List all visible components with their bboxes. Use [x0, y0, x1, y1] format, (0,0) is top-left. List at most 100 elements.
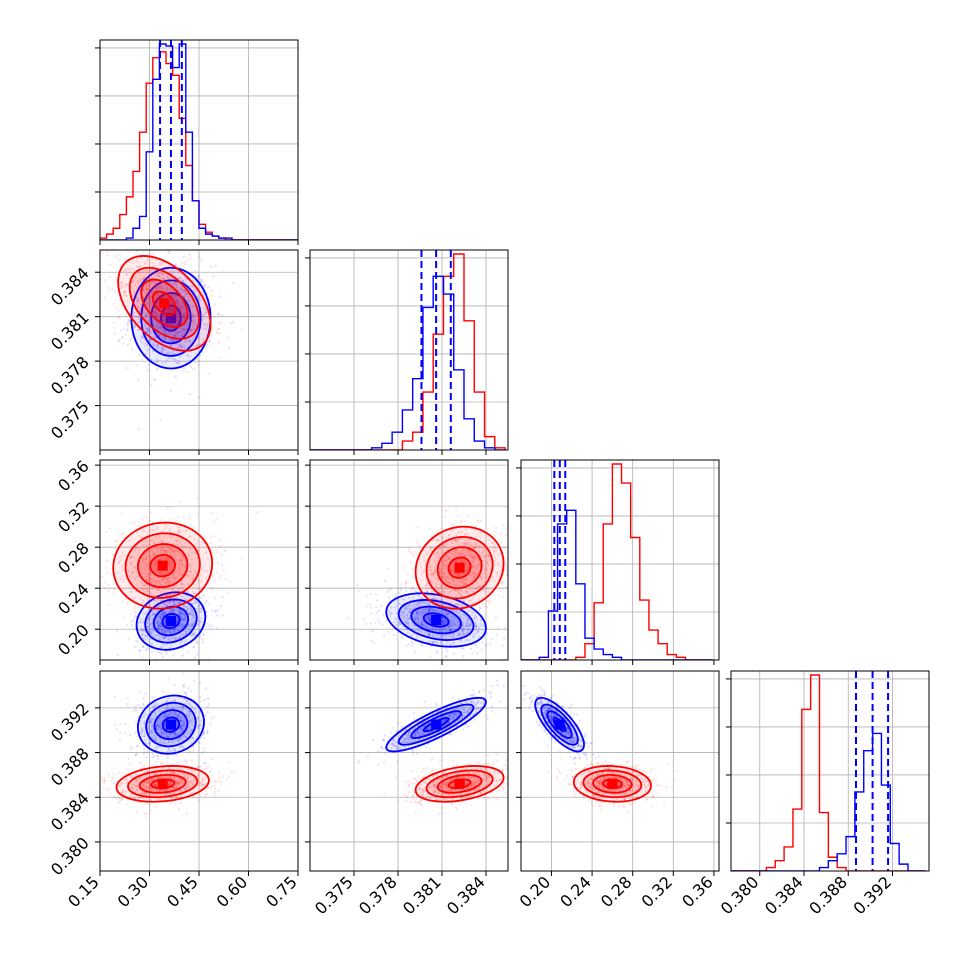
- scatter-point: [159, 284, 162, 287]
- scatter-point: [143, 583, 146, 587]
- scatter-point: [441, 544, 444, 547]
- scatter-point: [166, 578, 169, 581]
- scatter-point: [425, 625, 428, 628]
- scatter-point: [446, 592, 449, 595]
- scatter-point: [499, 565, 502, 568]
- scatter-point: [448, 612, 451, 615]
- scatter-point: [160, 715, 163, 718]
- scatter-point: [179, 345, 182, 348]
- scatter-point: [156, 345, 159, 349]
- scatter-point: [474, 554, 477, 557]
- scatter-point: [431, 609, 434, 612]
- scatter-point: [402, 616, 405, 619]
- scatter-point: [175, 282, 178, 285]
- scatter-point: [160, 584, 163, 587]
- scatter-point: [216, 561, 220, 565]
- scatter-point: [470, 599, 473, 603]
- scatter-point: [147, 572, 150, 576]
- scatter-point: [197, 363, 200, 366]
- scatter-point: [156, 745, 159, 749]
- scatter-point: [174, 738, 177, 742]
- scatter-point: [437, 610, 440, 614]
- scatter-point: [161, 346, 164, 349]
- scatter-point: [465, 624, 468, 628]
- scatter-point: [182, 619, 185, 622]
- scatter-point: [131, 281, 134, 284]
- scatter-point: [130, 545, 133, 548]
- scatter-point: [493, 556, 496, 559]
- scatter-point: [460, 552, 463, 555]
- scatter-point: [121, 550, 124, 554]
- scatter-point: [187, 625, 190, 628]
- scatter-point: [175, 739, 179, 742]
- scatter-point: [176, 706, 179, 709]
- scatter-point: [117, 340, 120, 343]
- scatter-point: [168, 631, 171, 634]
- scatter-point: [179, 616, 182, 619]
- scatter-point: [407, 610, 410, 613]
- scatter-point: [124, 314, 127, 317]
- scatter-point: [103, 296, 106, 299]
- scatter-point: [132, 556, 135, 559]
- scatter-point: [158, 326, 161, 329]
- scatter-point: [472, 596, 475, 599]
- scatter-point: [116, 654, 119, 657]
- scatter-point: [163, 731, 166, 734]
- scatter-point: [166, 287, 169, 291]
- scatter-point: [194, 711, 198, 714]
- scatter-point: [439, 585, 442, 588]
- scatter-point: [425, 583, 428, 586]
- scatter-point: [168, 579, 171, 582]
- scatter-point: [458, 633, 461, 636]
- scatter-point: [113, 290, 116, 293]
- scatter-point: [479, 576, 482, 579]
- scatter-point: [140, 559, 143, 562]
- scatter-point: [143, 722, 146, 725]
- scatter-point: [141, 644, 144, 648]
- scatter-point: [190, 742, 193, 745]
- scatter-point: [188, 339, 191, 342]
- scatter-point: [134, 275, 137, 278]
- scatter-point: [403, 606, 407, 609]
- scatter-point: [169, 302, 172, 305]
- scatter-point: [156, 633, 159, 637]
- scatter-point: [199, 700, 202, 703]
- scatter-point: [134, 754, 137, 757]
- scatter-point: [181, 709, 184, 712]
- scatter-point: [471, 557, 474, 560]
- scatter-point: [225, 578, 228, 581]
- scatter-point: [167, 581, 170, 584]
- scatter-point: [445, 578, 448, 581]
- scatter-point: [180, 303, 183, 306]
- scatter-point: [173, 295, 176, 298]
- scatter-point: [203, 318, 206, 321]
- scatter-point: [445, 580, 448, 583]
- scatter-point: [423, 562, 426, 565]
- scatter-point: [160, 351, 163, 354]
- scatter-point: [386, 590, 389, 594]
- scatter-point: [203, 284, 206, 287]
- scatter-point: [112, 302, 115, 305]
- scatter-point: [176, 321, 179, 325]
- scatter-point: [155, 618, 158, 622]
- scatter-point: [142, 277, 145, 280]
- scatter-point: [197, 623, 200, 627]
- scatter-point: [176, 300, 179, 303]
- scatter-point: [389, 612, 392, 615]
- scatter-point: [177, 302, 180, 305]
- scatter-point: [183, 604, 186, 608]
- scatter-point: [165, 550, 169, 553]
- scatter-point: [130, 337, 133, 340]
- scatter-point: [157, 627, 160, 630]
- scatter-point: [232, 320, 235, 323]
- scatter-point: [456, 634, 459, 637]
- scatter-point: [197, 343, 200, 346]
- scatter-point: [178, 559, 182, 562]
- scatter-point: [151, 756, 154, 759]
- scatter-point: [155, 296, 158, 300]
- scatter-point: [469, 553, 472, 556]
- scatter-point: [466, 631, 469, 634]
- scatter-point: [144, 342, 147, 345]
- scatter-point: [141, 656, 144, 659]
- scatter-point: [136, 299, 139, 303]
